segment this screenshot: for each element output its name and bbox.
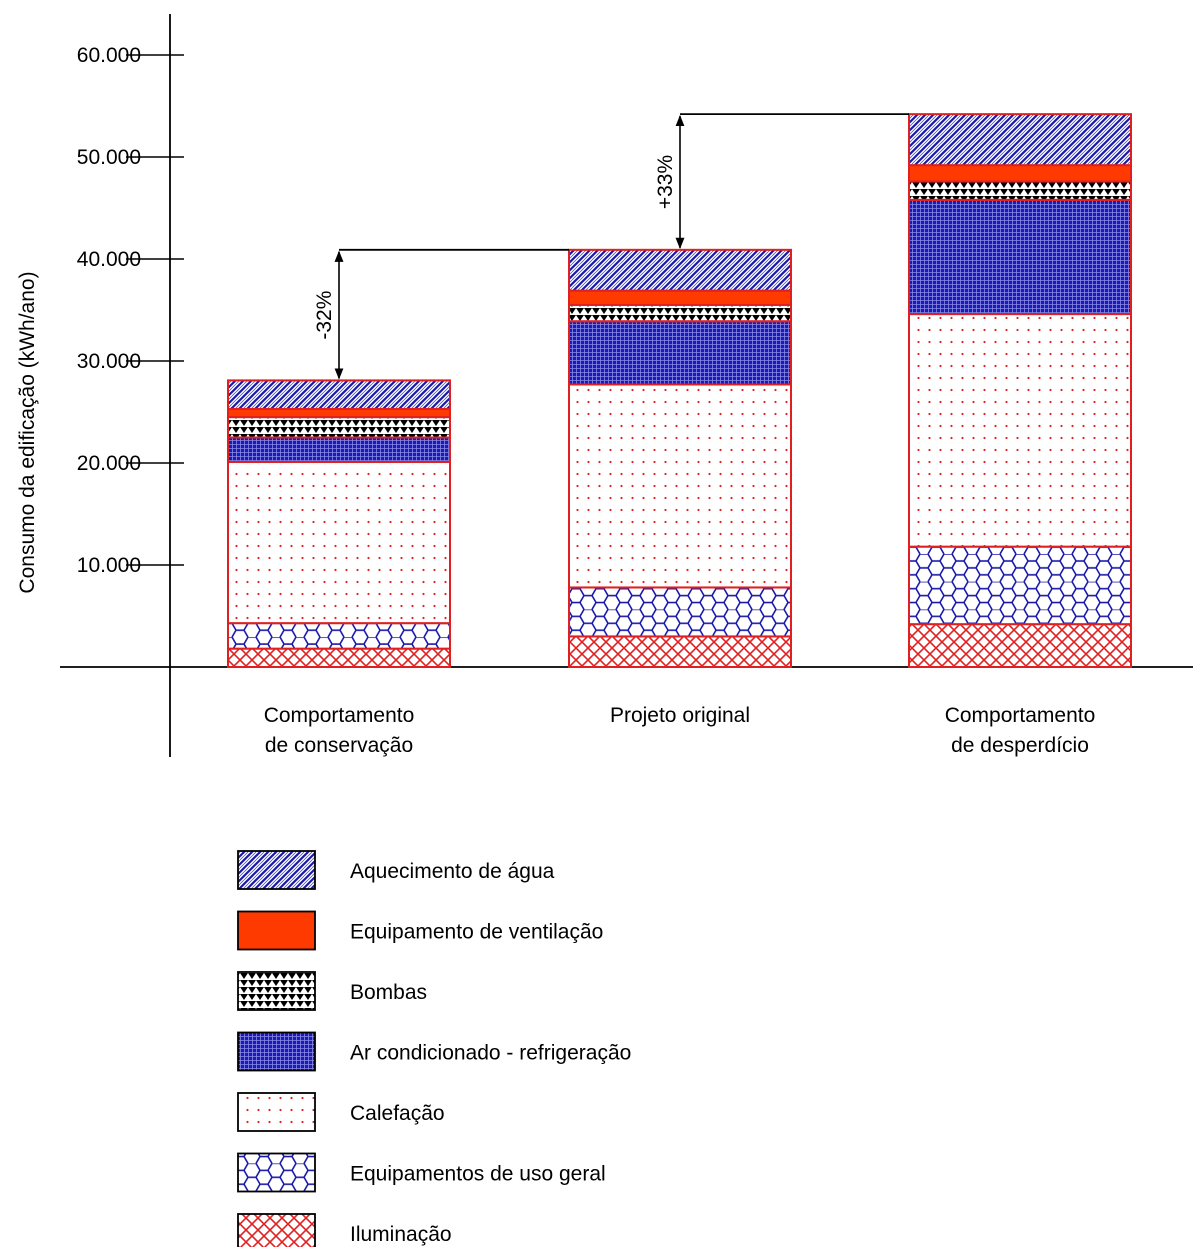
legend-label: Ar condicionado - refrigeração [350, 1042, 631, 1065]
legend-label: Bombas [350, 981, 427, 1004]
bar-segment [908, 164, 1132, 183]
legend-item: Aquecimento de água [237, 850, 555, 890]
y-tick-label: 10.000 [77, 554, 141, 577]
legend-swatch [237, 850, 316, 890]
legend-swatch [237, 971, 316, 1011]
bar-segment [908, 545, 1132, 626]
legend-item: Ar condicionado - refrigeração [237, 1031, 631, 1072]
bar-segment [227, 460, 451, 625]
legend-label: Equipamentos de uso geral [350, 1163, 606, 1186]
bar-segment [227, 416, 451, 439]
bar-segment [568, 303, 792, 323]
category-label: Comportamento de desperdício [945, 704, 1096, 757]
y-tick-label: 40.000 [77, 248, 141, 271]
legend-swatch [237, 1092, 316, 1132]
bar-segment [908, 623, 1132, 668]
legend-swatch [237, 1031, 316, 1072]
bar-segment [568, 383, 792, 589]
y-axis-title: Consumo da edificação (kWh/ano) [16, 271, 39, 593]
legend-item: Equipamento de ventilação [237, 910, 603, 951]
legend-label: Aquecimento de água [350, 860, 555, 883]
bar-stack [227, 379, 451, 669]
legend-swatch [237, 1213, 316, 1247]
bar-segment [908, 180, 1132, 201]
bar-stack [908, 113, 1132, 668]
bar-segment [908, 113, 1132, 167]
legend-label: Iluminação [350, 1223, 452, 1246]
annotations: -32% +33% [313, 113, 909, 380]
bar-stack [568, 248, 792, 669]
bar-segment [227, 379, 451, 410]
bar-segment [227, 622, 451, 650]
bar-segment [227, 647, 451, 669]
bar-segment [227, 407, 451, 419]
y-tick-label: 60.000 [77, 44, 141, 67]
difference-label: -32% [313, 291, 336, 340]
y-tick-label: 20.000 [77, 452, 141, 475]
category-label: Comportamento de conservação [264, 704, 415, 757]
difference-label: +33% [654, 155, 677, 209]
legend-swatch [237, 1152, 316, 1193]
bar-segment [227, 436, 451, 463]
legend: Aquecimento de água Equipamento de ventil… [237, 850, 631, 1247]
legend-item: Iluminação [237, 1213, 452, 1247]
bar-segment [568, 289, 792, 306]
axes: 10.000 20.000 30.000 40.000 50.000 60.000 Cons… [16, 14, 1193, 757]
bar-segment [568, 320, 792, 386]
legend-label: Calefação [350, 1102, 445, 1125]
bar-segment [568, 248, 792, 292]
bars [227, 113, 1132, 669]
category-label: Projeto original [610, 704, 750, 727]
legend-item: Equipamentos de uso geral [237, 1152, 606, 1193]
y-tick-label: 50.000 [77, 146, 141, 169]
bar-segment [908, 313, 1132, 548]
bar-segment [568, 635, 792, 669]
bar-segment [908, 198, 1132, 316]
y-tick-label: 30.000 [77, 350, 141, 373]
bar-segment [568, 586, 792, 638]
legend-item: Bombas [237, 971, 427, 1011]
legend-label: Equipamento de ventilação [350, 921, 603, 944]
legend-item: Calefação [237, 1092, 445, 1132]
legend-swatch [237, 910, 316, 951]
